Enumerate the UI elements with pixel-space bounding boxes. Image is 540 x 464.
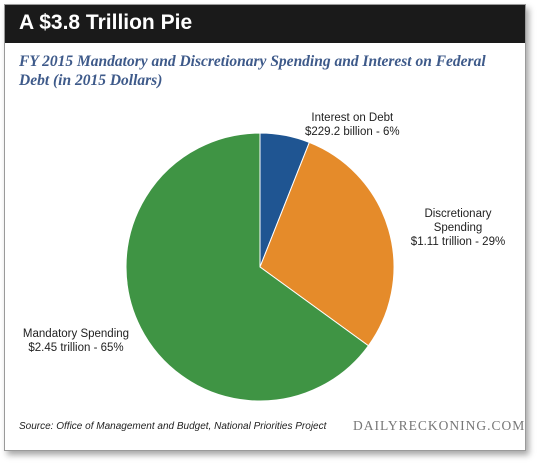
label-mandatory-value: $2.45 trillion - 65% bbox=[28, 342, 124, 354]
label-interest: Interest on Debt $229.2 billion - 6% bbox=[305, 111, 400, 139]
label-discretionary: Discretionary Spending $1.11 trillion - … bbox=[403, 207, 513, 249]
label-mandatory: Mandatory Spending $2.45 trillion - 65% bbox=[16, 327, 136, 355]
label-discretionary-value: $1.11 trillion - 29% bbox=[410, 236, 506, 248]
header-bar: A $3.8 Trillion Pie bbox=[5, 5, 525, 43]
label-interest-name: Interest on Debt bbox=[311, 112, 394, 124]
chart-subtitle: FY 2015 Mandatory and Discretionary Spen… bbox=[19, 53, 486, 89]
label-interest-value: $229.2 billion - 6% bbox=[305, 126, 400, 138]
pie-slice-mandatory bbox=[125, 132, 370, 402]
brand-wordmark: DAILYRECKONING.COM bbox=[353, 418, 526, 433]
label-discretionary-name-1: Discretionary bbox=[424, 208, 492, 220]
source-note: Source: Office of Management and Budget,… bbox=[19, 421, 327, 432]
label-mandatory-name: Mandatory Spending bbox=[22, 328, 130, 340]
page-title: A $3.8 Trillion Pie bbox=[19, 11, 193, 34]
pie-chart bbox=[125, 132, 395, 402]
pie-slice-discretionary bbox=[259, 141, 395, 347]
label-discretionary-name-2: Spending bbox=[433, 222, 483, 234]
chart-card: A $3.8 Trillion Pie FY 2015 Mandatory an… bbox=[4, 4, 526, 451]
